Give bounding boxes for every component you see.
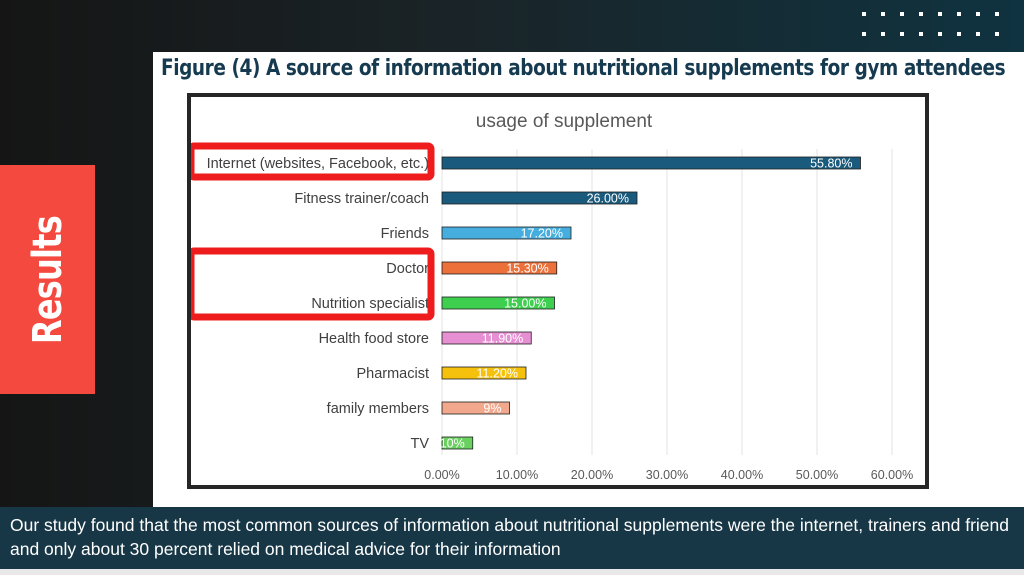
decorative-dot [976, 32, 980, 36]
category-label: family members [327, 401, 429, 417]
x-tick-label: 50.00% [796, 468, 838, 482]
bar-chart: usage of supplement 0.00% 10.00% 20.00% 30.0… [187, 111, 913, 482]
chart-title: usage of supplement [476, 111, 653, 132]
x-tick-label: 20.00% [571, 468, 613, 482]
decorative-dot [957, 32, 961, 36]
data-label: 11.20% [477, 367, 518, 381]
decorative-dot [938, 32, 942, 36]
decorative-dot [919, 32, 923, 36]
x-tick-label: 0.00% [424, 468, 459, 482]
category-label: Health food store [319, 331, 429, 347]
decorative-dot [900, 12, 904, 16]
bar [441, 436, 474, 450]
bar [441, 331, 532, 345]
decorative-dot [900, 32, 904, 36]
bar [441, 191, 638, 205]
decorative-dot-grid [862, 12, 1012, 42]
caption-text: Our study found that the most common sou… [10, 515, 1010, 559]
decorative-dot [919, 12, 923, 16]
x-tick-label: 10.00% [496, 468, 538, 482]
data-label: 26.00% [587, 192, 629, 206]
data-label: 17.20% [521, 227, 563, 241]
category-label: Doctor [386, 261, 429, 277]
section-tab-label: Results [24, 215, 71, 344]
x-tick-label: 60.00% [871, 468, 913, 482]
x-tick-label: 30.00% [646, 468, 688, 482]
decorative-dot [881, 32, 885, 36]
bar [441, 296, 555, 310]
decorative-dot [995, 32, 999, 36]
decorative-dot [862, 32, 866, 36]
decorative-dot [938, 12, 942, 16]
section-tab: Results [0, 165, 95, 394]
bar [441, 401, 510, 415]
bar [441, 226, 572, 240]
category-label: Fitness trainer/coach [294, 191, 429, 207]
data-label: 4.10% [429, 437, 464, 451]
data-label: 11.90% [482, 332, 523, 346]
bar [441, 261, 558, 275]
decorative-dot [881, 12, 885, 16]
data-label: 15.00% [504, 297, 546, 311]
decorative-dot [957, 12, 961, 16]
category-label: Internet (websites, Facebook, etc.) [207, 156, 429, 172]
caption-bar: Our study found that the most common sou… [0, 507, 1024, 569]
decorative-dot [862, 12, 866, 16]
category-label: Pharmacist [356, 366, 429, 382]
data-label: 55.80% [810, 157, 852, 171]
x-tick-label: 40.00% [721, 468, 763, 482]
bottom-strip [0, 569, 1024, 575]
data-label: 9% [483, 402, 501, 416]
chart-frame: usage of supplement 0.00% 10.00% 20.00% 30.0… [187, 93, 929, 489]
bar [441, 156, 861, 170]
decorative-dot [976, 12, 980, 16]
data-label: 15.30% [506, 262, 548, 276]
category-label: Friends [381, 226, 429, 242]
bar [441, 366, 527, 380]
category-label: Nutrition specialist [311, 296, 429, 312]
category-label: TV [410, 436, 429, 452]
highlight-box [187, 247, 435, 321]
decorative-dot [995, 12, 999, 16]
figure-title: Figure (4) A source of information about… [161, 56, 1006, 81]
highlight-box [187, 142, 435, 181]
